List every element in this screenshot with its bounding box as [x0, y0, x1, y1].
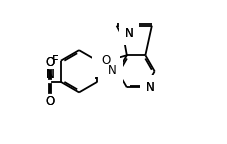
Text: N: N [45, 68, 54, 81]
Text: F: F [51, 54, 58, 67]
Text: O: O [101, 54, 110, 67]
Text: O: O [45, 56, 54, 69]
Text: N: N [108, 64, 116, 77]
Text: N: N [108, 64, 116, 77]
Text: O: O [45, 95, 54, 108]
Text: N: N [146, 81, 154, 94]
Text: O: O [45, 56, 54, 69]
Text: N: N [124, 26, 133, 39]
Text: O: O [101, 54, 110, 67]
Text: F: F [51, 54, 58, 67]
Text: N: N [146, 81, 154, 94]
Text: N: N [45, 68, 54, 81]
Text: O: O [45, 95, 54, 108]
Text: N: N [124, 26, 133, 39]
